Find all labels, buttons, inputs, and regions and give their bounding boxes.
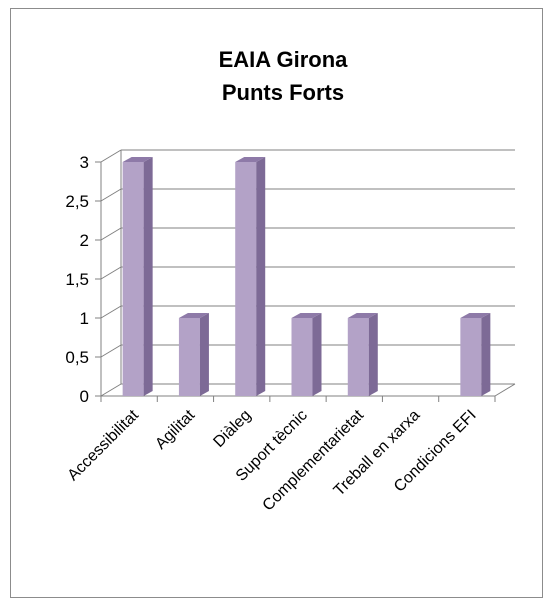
gridline-depth: [100, 266, 122, 280]
bar-top: [122, 157, 153, 162]
y-tick-label: 1,5: [65, 270, 89, 289]
gridline-depth: [100, 344, 122, 358]
bar: [347, 313, 378, 396]
gridline-depth: [100, 305, 122, 319]
gridline-depth: [100, 188, 122, 202]
bar-top: [235, 157, 266, 162]
bar-side: [256, 157, 266, 396]
bar: [122, 157, 153, 396]
y-tick-label: 1: [80, 309, 89, 328]
floor-right-edge: [494, 383, 516, 397]
chart-title-line-2: Punts Forts: [222, 80, 344, 105]
bar: [460, 313, 491, 396]
bar: [178, 313, 209, 396]
y-tick-label: 0: [80, 387, 89, 406]
x-tick-label: Accessibilitat: [65, 406, 143, 484]
y-tick-label: 2: [80, 231, 89, 250]
bar-front: [291, 318, 313, 396]
bar-top: [347, 313, 378, 318]
bar-side: [368, 313, 378, 396]
bar-side: [143, 157, 153, 396]
bar: [291, 313, 322, 396]
bar-side: [481, 313, 491, 396]
bar: [235, 157, 266, 396]
bars: [122, 157, 491, 396]
gridline-depth: [100, 227, 122, 241]
bar-side: [199, 313, 209, 396]
chart-title: EAIA Girona Punts Forts: [219, 47, 349, 105]
gridline-depth: [100, 149, 122, 163]
bar-top: [460, 313, 491, 318]
y-tick-label: 2,5: [65, 192, 89, 211]
x-tick-label: Agilitat: [152, 406, 198, 452]
bar-side: [312, 313, 322, 396]
bar-front: [178, 318, 200, 396]
bar-top: [178, 313, 209, 318]
bar-front: [122, 162, 144, 396]
chart-frame: [10, 8, 543, 598]
bar-front: [235, 162, 257, 396]
x-tick-label: Diàleg: [210, 407, 254, 451]
gridline-depth: [100, 383, 122, 397]
bar-front: [460, 318, 482, 396]
y-tick-label: 3: [80, 153, 89, 172]
y-tick-label: 0,5: [65, 348, 89, 367]
y-axis: 0 0,5 1 1,5 2 2,5 3: [65, 153, 102, 406]
bar-top: [291, 313, 322, 318]
chart-title-line-1: EAIA Girona: [219, 47, 349, 72]
x-tick-label: Complementarietat: [260, 406, 368, 514]
bar-front: [347, 318, 369, 396]
